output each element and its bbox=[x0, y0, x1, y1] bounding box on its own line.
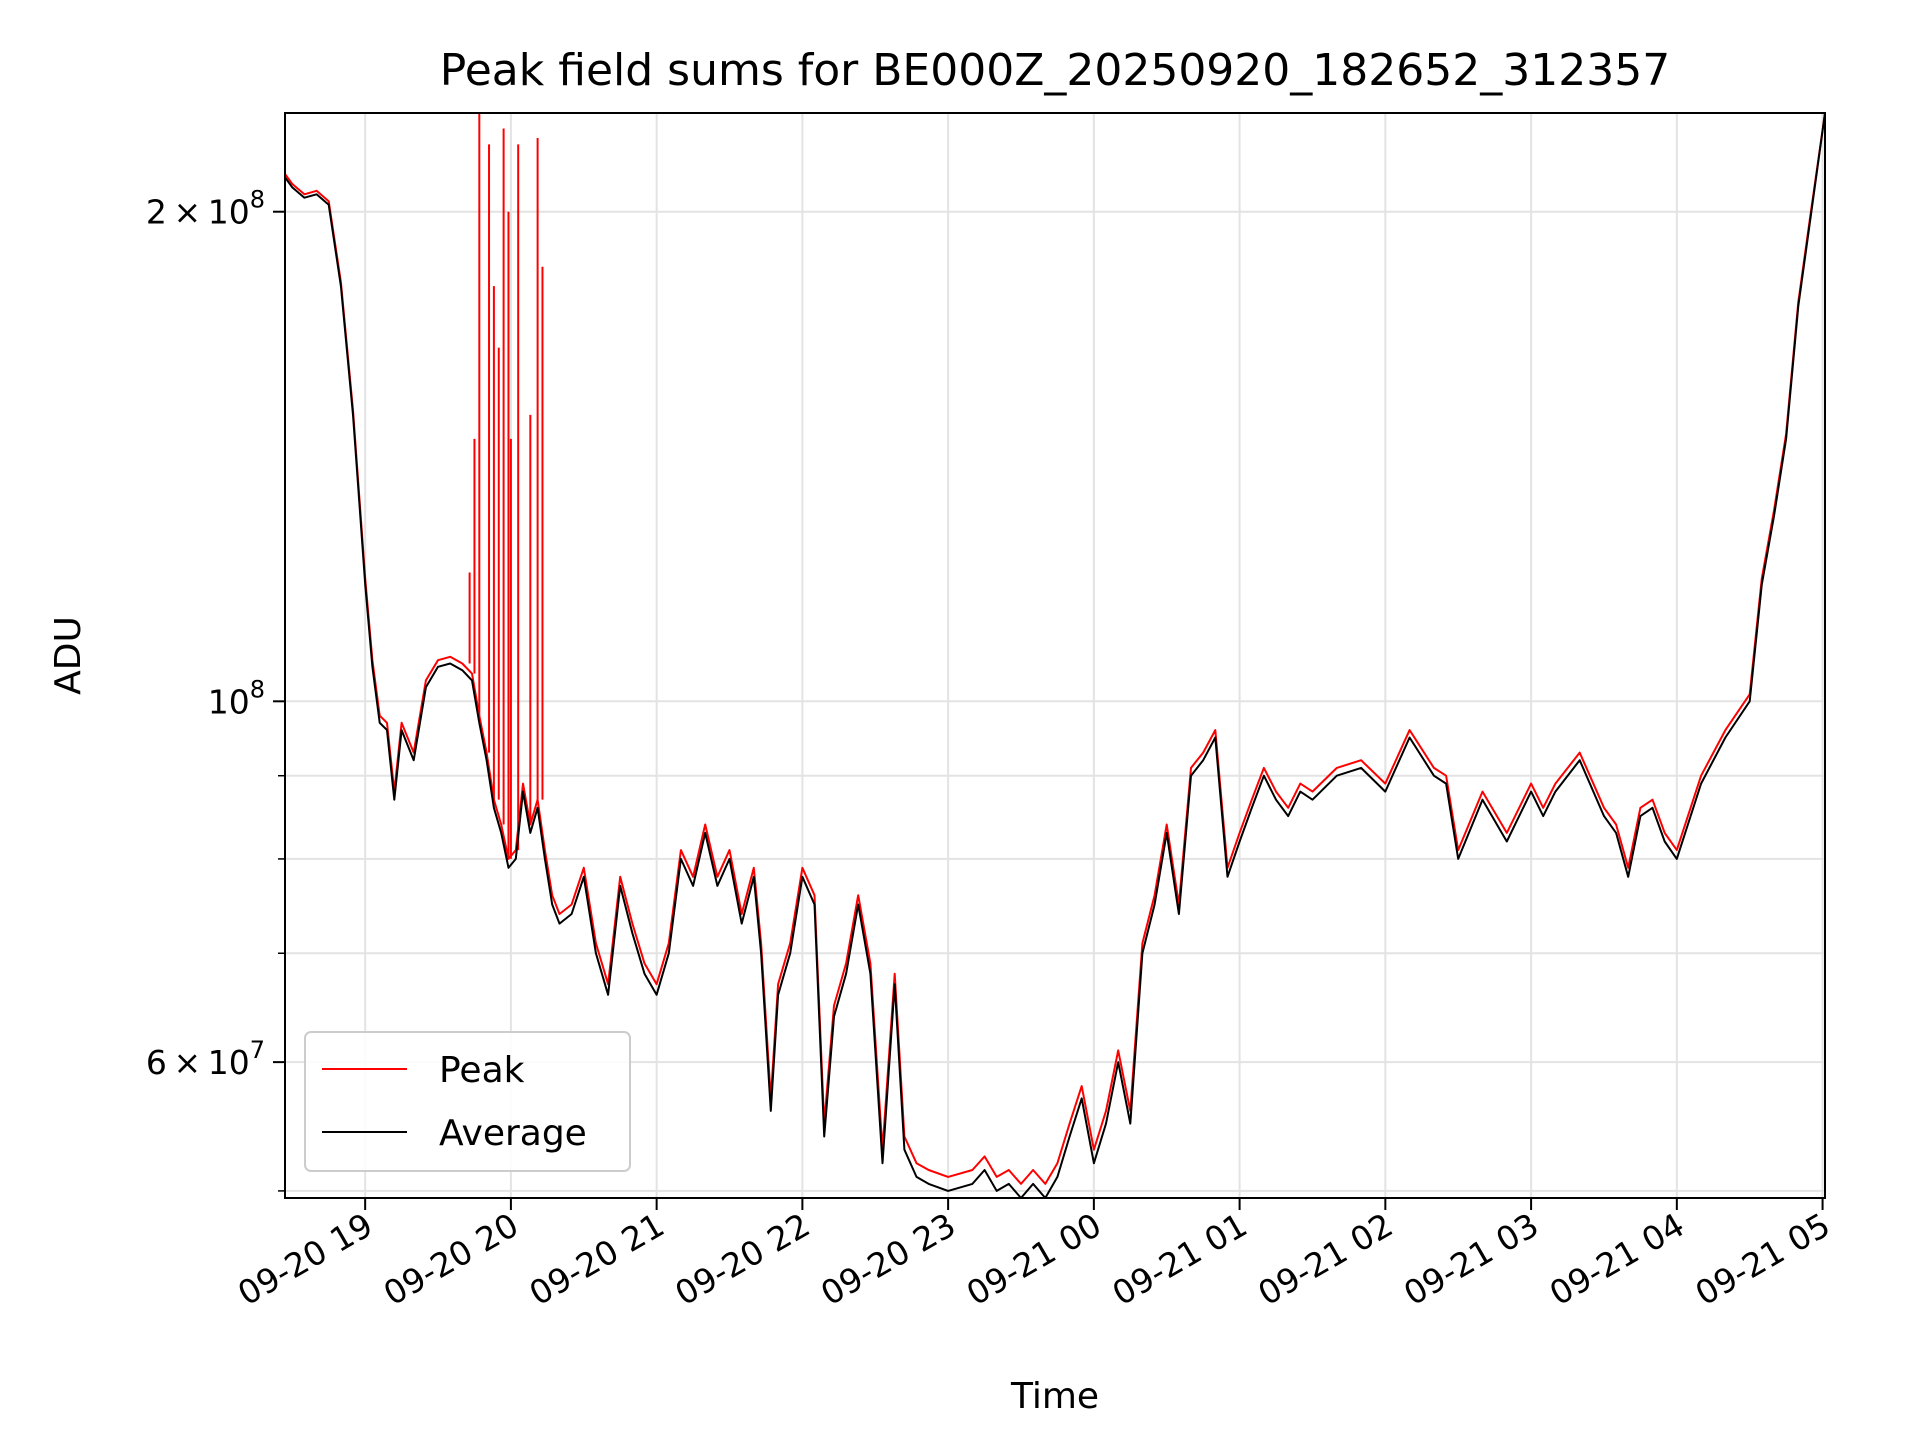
y-tick-label: 2 × 108 bbox=[146, 186, 265, 232]
legend: Peak Average bbox=[304, 1031, 631, 1172]
y-tick-label: 108 bbox=[208, 675, 265, 721]
y-tick-label: 6 × 107 bbox=[146, 1036, 265, 1082]
legend-label-average: Average bbox=[439, 1113, 587, 1154]
y-axis-label: ADU bbox=[48, 616, 89, 695]
legend-box bbox=[304, 1031, 631, 1172]
x-axis-label: Time bbox=[1010, 1376, 1099, 1417]
grid bbox=[285, 113, 1825, 1198]
legend-label-peak: Peak bbox=[439, 1050, 525, 1091]
series-layer bbox=[285, 113, 1825, 1198]
plot-frame bbox=[284, 112, 1826, 1199]
chart-title: Peak field sums for BE000Z_20250920_1826… bbox=[440, 45, 1670, 96]
series-line-average bbox=[285, 113, 1825, 1198]
